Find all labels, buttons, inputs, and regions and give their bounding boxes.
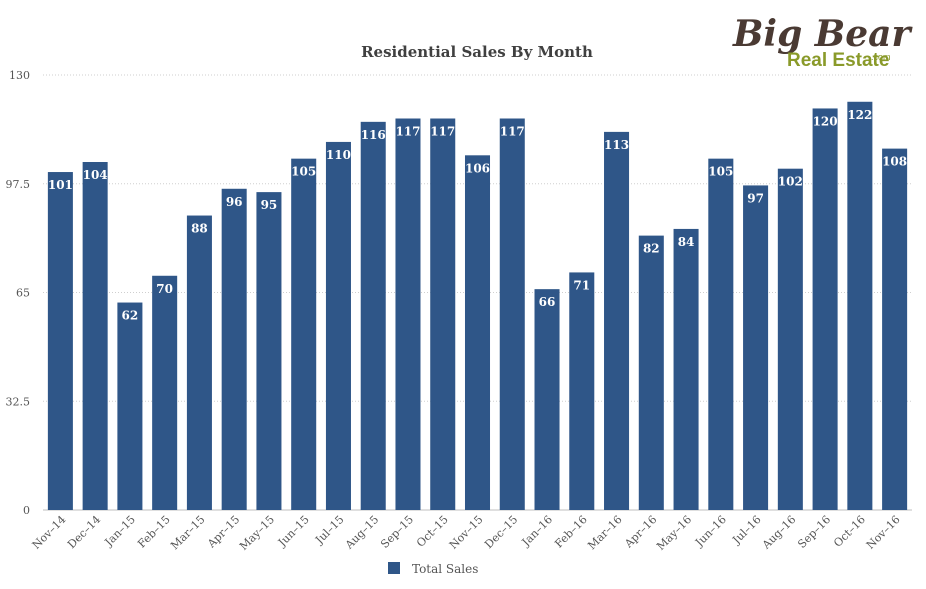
legend-swatch-total-sales	[388, 562, 400, 574]
data-label: 108	[882, 155, 907, 169]
data-label: 122	[847, 108, 872, 122]
x-tick-label: Dec–14	[65, 513, 103, 551]
y-tick-label: 97.5	[6, 178, 31, 191]
bar[interactable]	[569, 272, 595, 510]
bar[interactable]	[395, 118, 421, 511]
bar[interactable]	[812, 108, 838, 510]
y-tick-label: 130	[9, 69, 30, 82]
data-label: 113	[604, 138, 629, 152]
data-label: 117	[430, 125, 455, 139]
bar[interactable]	[534, 289, 560, 510]
data-label: 97	[747, 191, 764, 205]
data-label: 82	[643, 242, 660, 256]
y-tick-label: 32.5	[6, 395, 31, 408]
x-tick-label: Nov–14	[30, 513, 69, 552]
big-bear-real-estate-logo: Big Bear Real Estate .com	[732, 13, 913, 71]
bar[interactable]	[847, 101, 873, 511]
x-tick-label: Feb–15	[135, 513, 173, 551]
x-tick-label: Jan–15	[102, 513, 138, 549]
bar[interactable]	[673, 228, 699, 510]
bar[interactable]	[221, 188, 247, 510]
data-label: 105	[708, 165, 733, 179]
data-label: 84	[678, 235, 695, 249]
data-label: 104	[83, 168, 108, 182]
x-tick-label: Apr–15	[204, 513, 242, 551]
bar[interactable]	[604, 131, 630, 510]
chart-title: Residential Sales By Month	[361, 43, 593, 61]
y-tick-label: 65	[16, 287, 30, 300]
x-tick-label: Sep–16	[795, 513, 833, 551]
bar[interactable]	[291, 158, 317, 510]
x-tick-label: May–16	[654, 513, 694, 553]
x-tick-label: Jul–16	[729, 513, 763, 547]
data-label: 102	[778, 175, 803, 189]
bar[interactable]	[882, 148, 908, 510]
x-tick-label: Mar–15	[168, 513, 207, 552]
data-label: 70	[156, 282, 173, 296]
x-tick-label: Sep–15	[378, 513, 416, 551]
bar[interactable]	[743, 185, 769, 510]
x-tick-label: Feb–16	[552, 513, 590, 551]
bar[interactable]	[464, 155, 491, 511]
data-labels: 101 104 62 70 88 96 95 105 110 116 117 117 106 117 66 7…	[48, 108, 907, 323]
x-tick-label: May–15	[237, 513, 277, 553]
x-tick-label: Mar–16	[585, 513, 624, 552]
x-tick-label: Apr–16	[621, 513, 659, 551]
bar[interactable]	[360, 121, 386, 510]
x-tick-label: Aug–15	[342, 513, 381, 552]
data-label: 110	[326, 148, 351, 162]
bar[interactable]	[499, 118, 525, 511]
data-label: 71	[573, 278, 590, 292]
x-tick-label: Nov–16	[864, 513, 903, 552]
x-tick-label: Jan–16	[519, 513, 555, 549]
y-axis-ticks: 0 32.5 65 97.5 130	[6, 69, 31, 517]
data-label: 95	[261, 198, 278, 212]
data-label: 88	[191, 222, 208, 236]
x-tick-label: Jun–16	[692, 513, 729, 550]
bar[interactable]	[47, 172, 73, 511]
bar[interactable]	[638, 235, 664, 510]
x-tick-label: Nov–15	[447, 513, 486, 552]
bar[interactable]	[325, 141, 351, 510]
bar[interactable]	[256, 192, 282, 510]
data-label: 66	[539, 295, 556, 309]
logo-line1: Big Bear	[732, 13, 913, 55]
data-label: 101	[48, 178, 73, 192]
x-tick-label: Jul–15	[312, 513, 346, 547]
x-tick-label: Aug–16	[759, 513, 798, 552]
bars	[47, 101, 908, 511]
bar[interactable]	[82, 162, 108, 510]
data-label: 62	[122, 309, 139, 323]
data-label: 116	[361, 128, 386, 142]
x-tick-label: Oct–15	[414, 513, 451, 550]
data-label: 120	[813, 114, 838, 128]
data-label: 106	[465, 161, 490, 175]
legend-label-total-sales: Total Sales	[412, 562, 478, 576]
logo-suffix: .com	[871, 52, 891, 62]
bar[interactable]	[117, 302, 143, 510]
x-tick-label: Dec–15	[482, 513, 520, 551]
bar[interactable]	[708, 158, 734, 510]
bar[interactable]	[430, 118, 456, 511]
bar[interactable]	[777, 168, 803, 510]
x-tick-label: Oct–16	[831, 513, 868, 550]
data-label: 117	[395, 125, 420, 139]
x-tick-label: Jun–15	[275, 513, 312, 550]
bar[interactable]	[152, 275, 178, 510]
data-label: 96	[226, 195, 243, 209]
data-label: 105	[291, 165, 316, 179]
logo-line2: Real Estate	[787, 50, 889, 71]
legend[interactable]: Total Sales	[388, 562, 478, 576]
data-label: 117	[500, 125, 525, 139]
bar[interactable]	[186, 215, 212, 511]
y-tick-label: 0	[23, 504, 30, 517]
